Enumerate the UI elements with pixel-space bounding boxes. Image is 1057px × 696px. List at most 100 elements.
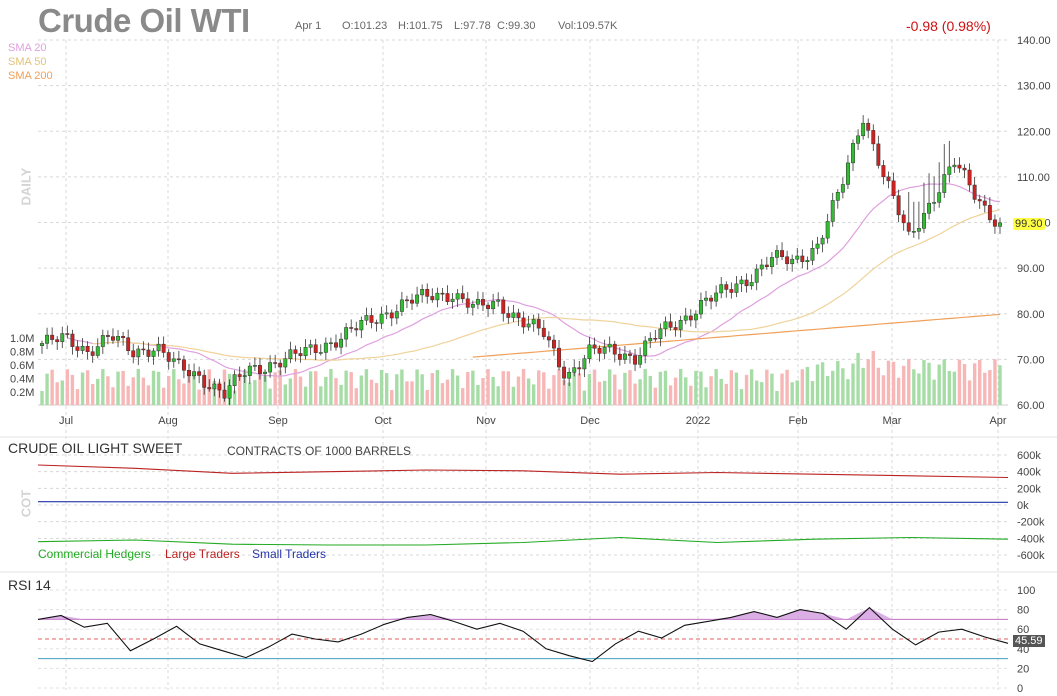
- candle-down: [780, 250, 784, 257]
- volume-bar: [364, 369, 369, 405]
- volume-bar: [927, 362, 931, 405]
- volume-bar: [638, 379, 642, 405]
- volume-bar: [232, 390, 237, 405]
- candle-down: [577, 367, 582, 370]
- candle-up: [856, 135, 861, 144]
- candle-down: [673, 327, 678, 330]
- volume-bar: [379, 369, 384, 405]
- volume-bar: [425, 390, 429, 405]
- volume-bar: [455, 375, 460, 405]
- date-axis-tick: Oct: [374, 415, 391, 427]
- candle-down: [896, 195, 901, 216]
- volume-bar: [400, 369, 404, 405]
- volume-bar: [182, 383, 186, 405]
- candle-down: [501, 299, 506, 314]
- candle-up: [922, 213, 926, 229]
- candle-down: [349, 327, 354, 329]
- candle-up: [531, 319, 536, 325]
- candle-down: [881, 165, 886, 178]
- candle-up: [648, 337, 653, 342]
- rsi-axis-tick: 80: [1017, 605, 1029, 617]
- candle-down: [688, 315, 693, 321]
- candle-up: [602, 346, 607, 354]
- volume-bar: [314, 371, 318, 405]
- cot-axis-tick: -600k: [1017, 550, 1045, 562]
- candle-down: [557, 347, 561, 368]
- candle-down: [597, 348, 602, 354]
- volume-bar: [608, 369, 612, 405]
- volume-bar: [405, 381, 409, 405]
- candle-up: [820, 237, 825, 245]
- candle-up: [942, 174, 947, 193]
- volume-value: Vol:109.57K: [558, 20, 618, 32]
- volume-bar: [298, 376, 303, 405]
- candle-up: [303, 347, 308, 357]
- volume-bar: [962, 363, 967, 405]
- candle-down: [866, 122, 871, 131]
- volume-bar: [592, 369, 597, 405]
- candle-up: [242, 375, 247, 377]
- candle-down: [55, 339, 60, 343]
- volume-bar: [810, 381, 815, 405]
- candle-up: [947, 166, 952, 175]
- volume-bar: [866, 359, 870, 405]
- candle-up: [232, 374, 237, 386]
- candle-up: [749, 282, 754, 287]
- timeframe-label: DAILY: [18, 167, 34, 206]
- volume-bar: [461, 388, 465, 405]
- volume-bar: [831, 370, 835, 405]
- sma50-legend: SMA 50: [8, 56, 47, 68]
- candle-down: [465, 298, 470, 308]
- volume-bar: [709, 376, 713, 405]
- candle-down: [105, 335, 110, 337]
- volume-bar: [450, 369, 455, 405]
- candle-up: [171, 358, 176, 362]
- volume-bar: [496, 386, 500, 405]
- volume-bars: [40, 351, 1002, 405]
- candle-up: [252, 365, 257, 367]
- volume-bar: [151, 370, 156, 405]
- date-axis-tick: Apr: [989, 415, 1006, 427]
- candle-up: [323, 342, 328, 353]
- candle-up: [927, 202, 931, 214]
- rsi-overbought-fill: [38, 607, 1008, 620]
- volume-bar: [871, 351, 875, 405]
- candle-down: [207, 387, 212, 390]
- candle-up: [582, 358, 587, 370]
- volume-bar: [785, 369, 789, 405]
- candle-up: [283, 358, 288, 368]
- candle-up: [952, 164, 957, 168]
- sma-lines: [67, 183, 1001, 377]
- candle-down: [354, 328, 359, 331]
- candle-down: [445, 293, 450, 302]
- volume-bar: [760, 382, 764, 405]
- candle-down: [764, 264, 769, 268]
- volume-bar: [430, 373, 434, 405]
- candle-down: [460, 293, 465, 300]
- volume-bar: [273, 372, 277, 405]
- candle-up: [116, 336, 120, 341]
- candle-up: [769, 257, 774, 268]
- volume-bar: [156, 371, 161, 405]
- candle-up: [845, 162, 850, 185]
- volume-bar: [395, 374, 399, 405]
- volume-bar: [734, 372, 739, 405]
- volume-bar: [435, 369, 440, 405]
- volume-bar: [506, 371, 511, 405]
- volume-bar: [851, 363, 855, 405]
- candle-up: [379, 313, 384, 324]
- volume-bar: [942, 359, 946, 405]
- volume-bar: [65, 369, 70, 405]
- candle-down: [506, 313, 511, 318]
- volume-bar: [60, 380, 64, 405]
- volume-bar: [537, 370, 541, 405]
- volume-bar: [90, 383, 95, 405]
- volume-bar: [384, 373, 389, 405]
- volume-axis-tick: 1.0M: [10, 333, 34, 345]
- price-axis-tick: 110.00: [1017, 172, 1050, 184]
- volume-bar: [374, 383, 379, 405]
- volume-bar: [344, 370, 348, 405]
- candle-down: [562, 366, 567, 379]
- volume-bar: [623, 372, 627, 405]
- price-axis-tick: 120.00: [1017, 126, 1051, 138]
